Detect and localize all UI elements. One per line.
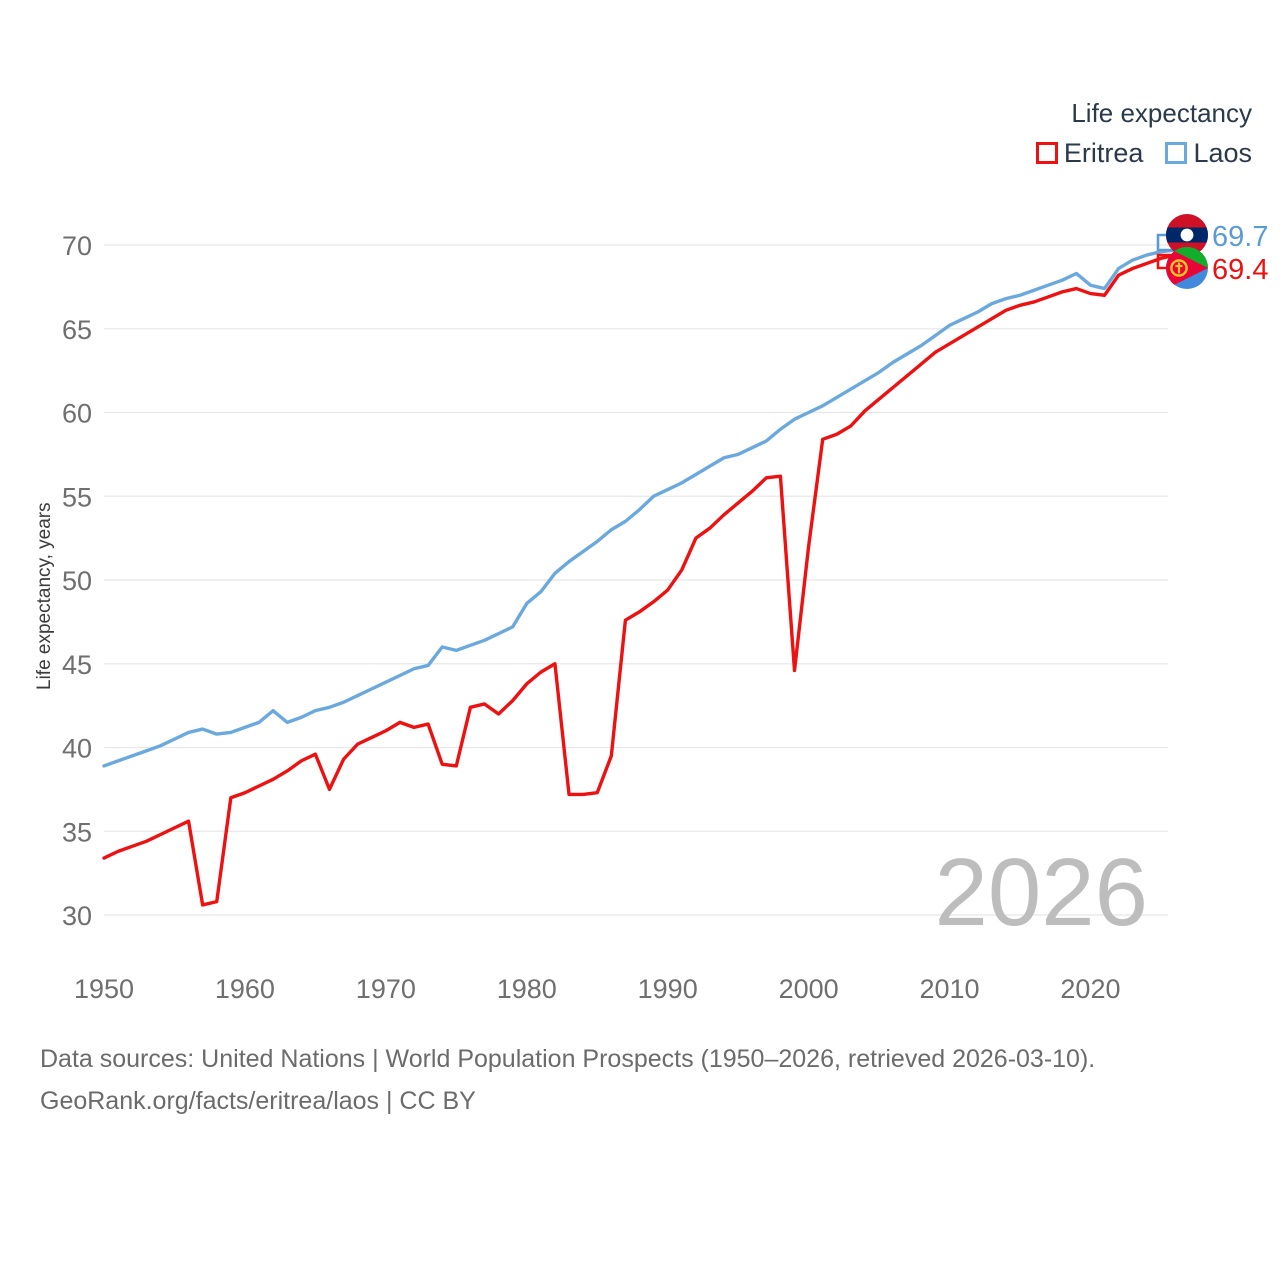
y-tick-label: 50 bbox=[62, 566, 92, 596]
legend-item-laos[interactable]: Laos bbox=[1165, 138, 1252, 168]
legend-swatch-eritrea bbox=[1035, 142, 1058, 164]
x-axis-ticks: 1950 1960 1970 1980 1990 2000 2010 2020 bbox=[74, 974, 1121, 1004]
y-tick-label: 30 bbox=[62, 901, 92, 931]
y-tick-label: 35 bbox=[62, 817, 92, 847]
connector-eritrea bbox=[1156, 253, 1175, 270]
eritrea-flag-icon bbox=[1166, 247, 1208, 289]
x-tick-label: 1960 bbox=[215, 974, 275, 1004]
y-tick-label: 55 bbox=[62, 482, 92, 512]
y-axis-title: Life expectancy, years bbox=[34, 502, 55, 690]
x-tick-label: 2010 bbox=[919, 974, 979, 1004]
x-tick-label: 2020 bbox=[1060, 974, 1120, 1004]
y-tick-label: 45 bbox=[62, 650, 92, 680]
legend-swatch-laos bbox=[1165, 142, 1188, 164]
series-line-eritrea bbox=[102, 253, 1177, 907]
x-tick-label: 1990 bbox=[638, 974, 698, 1004]
y-tick-label: 40 bbox=[62, 734, 92, 764]
x-tick-label: 2000 bbox=[779, 974, 839, 1004]
gridlines bbox=[104, 244, 1168, 916]
footer-data-sources: Data sources: United Nations | World Pop… bbox=[40, 1045, 1096, 1073]
end-markers: 69.769.4 bbox=[1166, 214, 1268, 289]
legend-items: Eritrea Laos bbox=[1035, 138, 1252, 168]
end-connectors bbox=[1156, 233, 1175, 270]
end-value-label-eritrea: 69.4 bbox=[1212, 254, 1268, 286]
y-axis-ticks: 30 35 40 45 50 55 60 65 70 bbox=[62, 231, 92, 931]
legend-title: Life expectancy bbox=[1071, 98, 1252, 128]
connector-laos bbox=[1156, 233, 1175, 252]
series-line-laos bbox=[102, 248, 1177, 768]
x-tick-label: 1970 bbox=[356, 974, 416, 1004]
end-value-label-laos: 69.7 bbox=[1212, 221, 1268, 253]
data-series bbox=[102, 248, 1177, 907]
footer-attribution: GeoRank.org/facts/eritrea/laos | CC BY bbox=[40, 1087, 476, 1115]
legend-label-laos: Laos bbox=[1193, 138, 1252, 168]
y-tick-label: 70 bbox=[62, 231, 92, 261]
y-tick-label: 60 bbox=[62, 399, 92, 429]
x-tick-label: 1950 bbox=[74, 974, 134, 1004]
legend-label-eritrea: Eritrea bbox=[1063, 138, 1144, 168]
laos-flag-icon bbox=[1166, 214, 1208, 256]
year-watermark: 2026 bbox=[934, 839, 1148, 946]
y-tick-label: 65 bbox=[62, 315, 92, 345]
legend-item-eritrea[interactable]: Eritrea bbox=[1035, 138, 1144, 168]
x-tick-label: 1980 bbox=[497, 974, 557, 1004]
chart-legend: Life expectancy Eritrea Laos bbox=[1035, 96, 1252, 168]
chart-footer: Data sources: United Nations | World Pop… bbox=[40, 1038, 1240, 1122]
